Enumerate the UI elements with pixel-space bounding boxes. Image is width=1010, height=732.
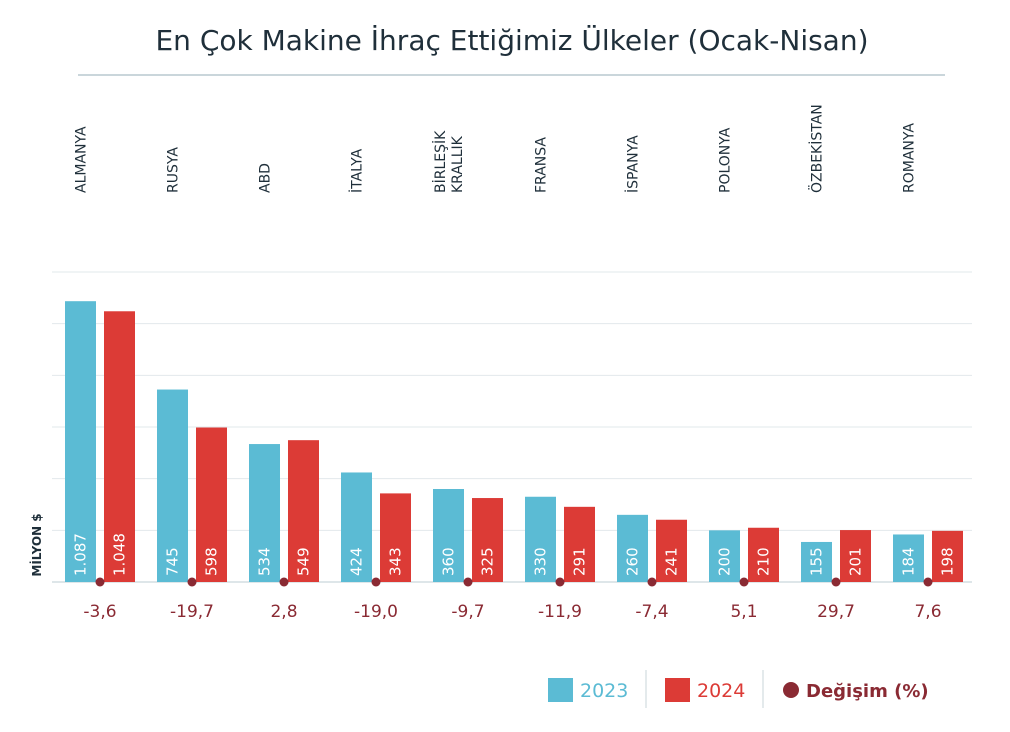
bar-value-label: 1.048 (111, 533, 129, 576)
change-dot (739, 577, 749, 587)
bar-2023 (893, 534, 924, 582)
bar-value-label: 549 (295, 547, 313, 576)
change-dot (463, 577, 473, 587)
bar-value-label: 343 (387, 547, 405, 576)
bar-value-label: 210 (755, 547, 773, 576)
grid (52, 271, 972, 583)
change-markers: -3,6 -19,7 2,8 -19,0 -9,7 -11,9 -7,4 5,1 29,7 7,6 (83, 577, 942, 622)
change-dot (923, 577, 933, 587)
legend-swatch-2024 (665, 678, 690, 702)
bar-2024 (656, 519, 687, 582)
change-value: 29,7 (817, 602, 855, 622)
bar-2024 (288, 440, 319, 582)
bar-value-label: 360 (440, 547, 458, 576)
change-value: -19,0 (354, 602, 398, 622)
change-value: -7,4 (635, 602, 668, 622)
change-value: 5,1 (730, 602, 757, 622)
bar-2023 (617, 514, 648, 582)
change-dot (279, 577, 289, 587)
bar-2024 (380, 493, 411, 582)
bar-2023 (801, 541, 832, 582)
bar-2023 (65, 301, 96, 582)
bar-value-label: 155 (808, 547, 826, 576)
change-value: -19,7 (170, 602, 214, 622)
change-value: -11,9 (538, 602, 582, 622)
bar-2024 (472, 498, 503, 582)
change-value: -3,6 (83, 602, 116, 622)
country-label: RUSYA (166, 147, 182, 193)
bar-value-label: 200 (716, 547, 734, 576)
bar-value-label: 745 (164, 547, 182, 576)
country-label: FRANSA (534, 137, 550, 193)
change-dot (95, 577, 105, 587)
country-label: İSPANYA (624, 135, 642, 193)
y-axis-label: MİLYON $ (29, 513, 44, 576)
change-dot (187, 577, 197, 587)
bar-value-label: 325 (479, 547, 497, 576)
country-labels: ALMANYA RUSYA ABD İTALYA BİRLEŞİK KRALLIK FRAN… (74, 104, 918, 193)
change-dot (555, 577, 565, 587)
bar-2023 (433, 489, 464, 582)
bar-2024 (564, 506, 595, 582)
bar-2023 (525, 496, 556, 582)
legend-label-change: Değişim (%) (806, 681, 929, 702)
bar-value-label: 201 (847, 547, 865, 576)
bar-value-label: 184 (900, 547, 918, 576)
legend: 2023 2024 Değişim (%) (548, 670, 929, 708)
legend-label-2023: 2023 (580, 680, 628, 702)
country-label: ROMANYA (902, 123, 918, 193)
bars: 1.087 1.048 745 598 534 549 424 343 360 325 330 291… (65, 301, 963, 582)
legend-label-2024: 2024 (697, 680, 745, 702)
bar-value-label: 424 (348, 547, 366, 576)
country-label: POLONYA (718, 127, 734, 193)
bar-2024 (104, 311, 135, 582)
country-label: BİRLEŞİK (431, 130, 449, 193)
bar-value-label: 260 (624, 547, 642, 576)
bar-2024 (748, 527, 779, 582)
bar-2023 (157, 389, 188, 582)
bar-value-label: 534 (256, 547, 274, 576)
bar-value-label: 598 (203, 547, 221, 576)
bar-2024 (196, 427, 227, 582)
country-label: ÖZBEKİSTAN (808, 104, 826, 193)
bar-2024 (840, 530, 871, 582)
change-dot (647, 577, 657, 587)
change-dot (831, 577, 841, 587)
bar-2023 (709, 530, 740, 582)
bar-value-label: 330 (532, 547, 550, 576)
change-dot (371, 577, 381, 587)
legend-change-dot (783, 682, 799, 698)
bar-value-label: 198 (939, 547, 957, 576)
change-value: 7,6 (914, 602, 941, 622)
bar-2023 (249, 444, 280, 582)
chart-title: En Çok Makine İhraç Ettiğimiz Ülkeler (O… (155, 23, 868, 57)
bar-value-label: 1.087 (72, 533, 90, 576)
bar-value-label: 241 (663, 547, 681, 576)
bar-value-label: 291 (571, 547, 589, 576)
country-label: İTALYA (348, 148, 366, 193)
country-label: KRALLIK (450, 135, 466, 193)
bar-2023 (341, 472, 372, 582)
change-value: -9,7 (451, 602, 484, 622)
legend-swatch-2023 (548, 678, 573, 702)
country-label: ALMANYA (74, 126, 90, 193)
change-value: 2,8 (270, 602, 297, 622)
bar-2024 (932, 530, 963, 582)
country-label: ABD (258, 163, 274, 193)
